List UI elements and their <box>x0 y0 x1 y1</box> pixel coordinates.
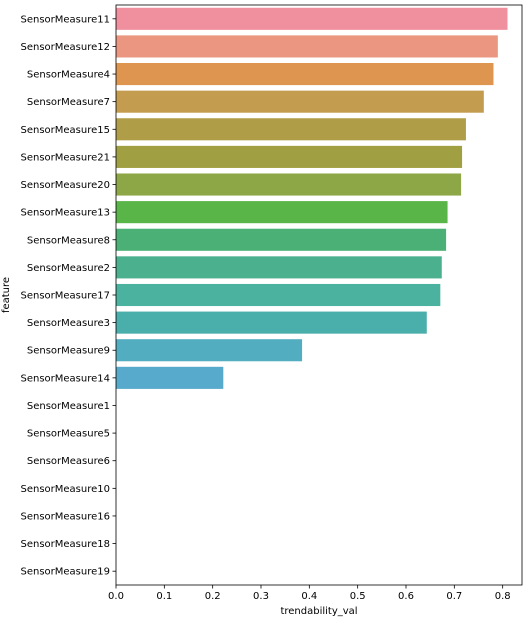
bar-SensorMeasure20 <box>116 173 462 196</box>
y-tick-label: SensorMeasure9 <box>27 346 110 357</box>
x-tick-label: 0.7 <box>446 591 462 602</box>
x-tick-label: 0.3 <box>253 591 269 602</box>
x-tick-layer: 0.0 0.1 0.2 0.3 0.4 0.5 0.6 0.7 0.8 <box>108 585 511 602</box>
bar-SensorMeasure12 <box>116 35 498 58</box>
bar-SensorMeasure4 <box>116 63 494 86</box>
x-axis-label: trendability_val <box>280 606 357 617</box>
bar-SensorMeasure7 <box>116 90 484 113</box>
y-tick-label: SensorMeasure18 <box>20 539 110 550</box>
y-tick-label: SensorMeasure3 <box>27 318 110 329</box>
bar-SensorMeasure14 <box>116 366 224 389</box>
y-tick-label: SensorMeasure1 <box>27 401 110 412</box>
y-tick-label: SensorMeasure16 <box>20 511 110 522</box>
bar-SensorMeasure3 <box>116 311 427 334</box>
y-tick-label: SensorMeasure11 <box>20 14 110 25</box>
y-tick-label: SensorMeasure17 <box>20 291 110 302</box>
y-tick-label: SensorMeasure10 <box>20 484 110 495</box>
bar-SensorMeasure15 <box>116 118 466 141</box>
y-tick-label: SensorMeasure21 <box>20 152 110 163</box>
bars-layer <box>116 7 508 389</box>
bar-SensorMeasure8 <box>116 228 447 251</box>
bar-SensorMeasure9 <box>116 339 303 362</box>
y-axis-label: feature <box>1 277 12 313</box>
y-tick-label: SensorMeasure4 <box>27 70 110 81</box>
y-tick-layer: SensorMeasure11 SensorMeasure12 SensorMeas… <box>20 14 116 578</box>
x-tick-label: 0.5 <box>350 591 366 602</box>
bar-SensorMeasure17 <box>116 283 441 307</box>
x-tick-label: 0.2 <box>205 591 221 602</box>
plot-frame <box>115 4 523 586</box>
y-tick-label: SensorMeasure15 <box>20 125 110 136</box>
bar-SensorMeasure13 <box>116 201 448 224</box>
y-tick-label: SensorMeasure6 <box>27 456 110 467</box>
bar-SensorMeasure2 <box>116 256 442 279</box>
x-tick-label: 0.6 <box>398 591 414 602</box>
y-tick-label: SensorMeasure20 <box>20 180 110 191</box>
y-tick-label: SensorMeasure12 <box>20 42 110 53</box>
y-tick-label: SensorMeasure8 <box>27 235 110 246</box>
x-tick-label: 0.0 <box>108 591 124 602</box>
x-tick-label: 0.1 <box>156 591 172 602</box>
bar-SensorMeasure21 <box>116 145 463 168</box>
y-tick-label: SensorMeasure13 <box>20 208 110 219</box>
y-tick-label: SensorMeasure5 <box>27 429 110 440</box>
y-tick-label: SensorMeasure14 <box>20 373 110 384</box>
y-tick-label: SensorMeasure2 <box>27 263 110 274</box>
bar-SensorMeasure11 <box>116 7 508 30</box>
y-tick-label: SensorMeasure7 <box>27 97 110 108</box>
x-tick-label: 0.8 <box>495 591 511 602</box>
x-tick-label: 0.4 <box>301 591 317 602</box>
y-tick-label: SensorMeasure19 <box>20 567 110 578</box>
